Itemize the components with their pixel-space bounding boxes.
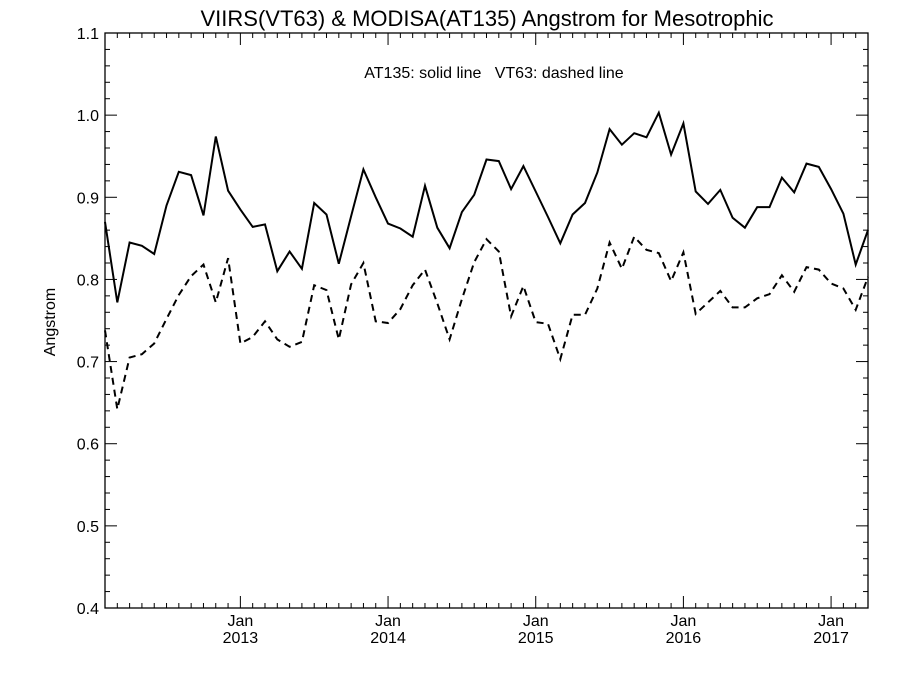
y-tick-label: 0.4 xyxy=(77,601,99,618)
x-tick-label-month: Jan xyxy=(375,613,401,630)
y-tick-label: 0.8 xyxy=(77,272,99,289)
y-tick-label: 0.7 xyxy=(77,355,99,372)
x-tick-label-month: Jan xyxy=(671,613,697,630)
x-tick-label-year: 2017 xyxy=(813,630,849,647)
y-axis-label: Angstrom xyxy=(42,288,59,356)
chart-title: VIIRS(VT63) & MODISA(AT135) Angstrom for… xyxy=(201,6,774,31)
y-tick-label: 1.1 xyxy=(77,26,99,43)
y-tick-label: 1.0 xyxy=(77,108,99,125)
x-tick-label-year: 2015 xyxy=(518,630,554,647)
x-tick-label-year: 2016 xyxy=(666,630,702,647)
y-tick-label: 0.5 xyxy=(77,519,99,536)
series-line-at135 xyxy=(104,109,869,303)
series-line-vt63 xyxy=(104,234,869,410)
y-tick-label: 0.6 xyxy=(77,437,99,454)
plot-frame xyxy=(104,32,869,609)
plot-series xyxy=(104,109,869,410)
x-tick-label-month: Jan xyxy=(227,613,253,630)
axis-tick-labels: 0.40.50.60.70.80.91.01.1Jan2013Jan2014Ja… xyxy=(77,26,849,647)
axis-ticks xyxy=(104,32,869,609)
series-style-annotation: AT135: solid line VT63: dashed line xyxy=(364,65,624,82)
x-tick-label-year: 2013 xyxy=(223,630,259,647)
y-tick-label: 0.9 xyxy=(77,190,99,207)
x-tick-label-month: Jan xyxy=(523,613,549,630)
x-tick-label-month: Jan xyxy=(818,613,844,630)
x-tick-label-year: 2014 xyxy=(370,630,406,647)
